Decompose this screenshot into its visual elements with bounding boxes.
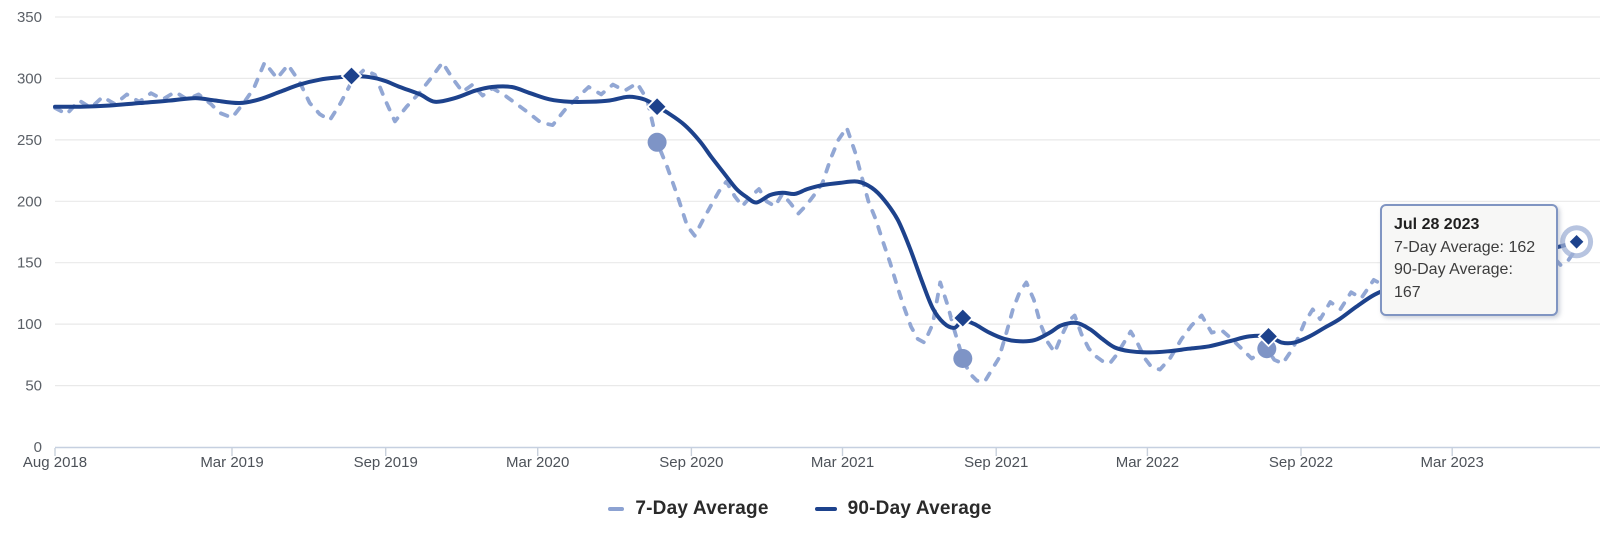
x-axis-tick-label: Mar 2022 (1116, 454, 1179, 471)
marker-diamond-90day[interactable] (340, 65, 363, 87)
y-axis-tick-label: 250 (17, 132, 42, 149)
line-chart[interactable]: 0 50 100 150 200 250 300 350 Aug 2018 Mar 2019 Sep… (0, 0, 1600, 480)
x-axis-tick-label: Mar 2021 (811, 454, 874, 471)
legend-label-90day: 90-Day Average (847, 498, 992, 519)
legend-swatch-90day-icon (814, 506, 837, 512)
legend-item-7day[interactable]: 7-Day Average (608, 498, 768, 520)
x-axis-tick-label: Mar 2020 (506, 454, 569, 471)
y-axis-tick-label: 300 (17, 70, 42, 87)
y-axis-tick-label: 50 (25, 378, 42, 395)
y-axis-tick-label: 350 (17, 9, 42, 26)
legend-item-90day[interactable]: 90-Day Average (814, 498, 992, 520)
marker-circle-7day[interactable] (953, 349, 973, 368)
legend: 7-Day Average 90-Day Average (0, 489, 1600, 529)
end-diamond (1569, 235, 1584, 249)
marker-diamond-90day[interactable] (951, 307, 974, 329)
x-axis-tick-label: Sep 2022 (1269, 454, 1333, 471)
y-axis-tick-label: 0 (34, 439, 42, 456)
series-line-90day[interactable] (53, 74, 1579, 355)
marker-circle-7day[interactable] (647, 132, 667, 152)
marker-diamond-90day[interactable] (646, 95, 668, 118)
y-axis-tick-label: 150 (17, 255, 42, 272)
x-axis-tick-label: Aug 2018 (23, 454, 87, 471)
series-line-7day[interactable] (53, 60, 1579, 384)
y-axis-tick-label: 100 (17, 316, 42, 333)
tooltip-90day-value: 90-Day Average: 167 (1394, 261, 1513, 302)
y-axis-tick-label: 200 (17, 193, 42, 210)
legend-swatch-7day-icon (608, 507, 625, 511)
tooltip: Jul 28 2023 7-Day Average: 162 90-Day Av… (1380, 204, 1558, 316)
x-axis-tick-label: Mar 2023 (1421, 454, 1484, 471)
x-axis-tick-label: Sep 2021 (964, 454, 1028, 471)
tooltip-7day-value: 7-Day Average: 162 (1394, 238, 1536, 256)
tooltip-date: Jul 28 2023 (1394, 216, 1480, 233)
line-chart-canvas[interactable]: 0 50 100 150 200 250 300 350 Aug 2018 Mar 2019 Sep… (0, 0, 1600, 480)
highlighted-point[interactable] (1560, 225, 1594, 259)
marker-diamond-90day[interactable] (1257, 325, 1280, 348)
x-axis-tick-label: Sep 2020 (659, 454, 723, 471)
x-axis-tick-label: Mar 2019 (200, 454, 263, 471)
x-axis-tick-label: Sep 2019 (354, 454, 418, 471)
legend-label-7day: 7-Day Average (635, 498, 769, 519)
